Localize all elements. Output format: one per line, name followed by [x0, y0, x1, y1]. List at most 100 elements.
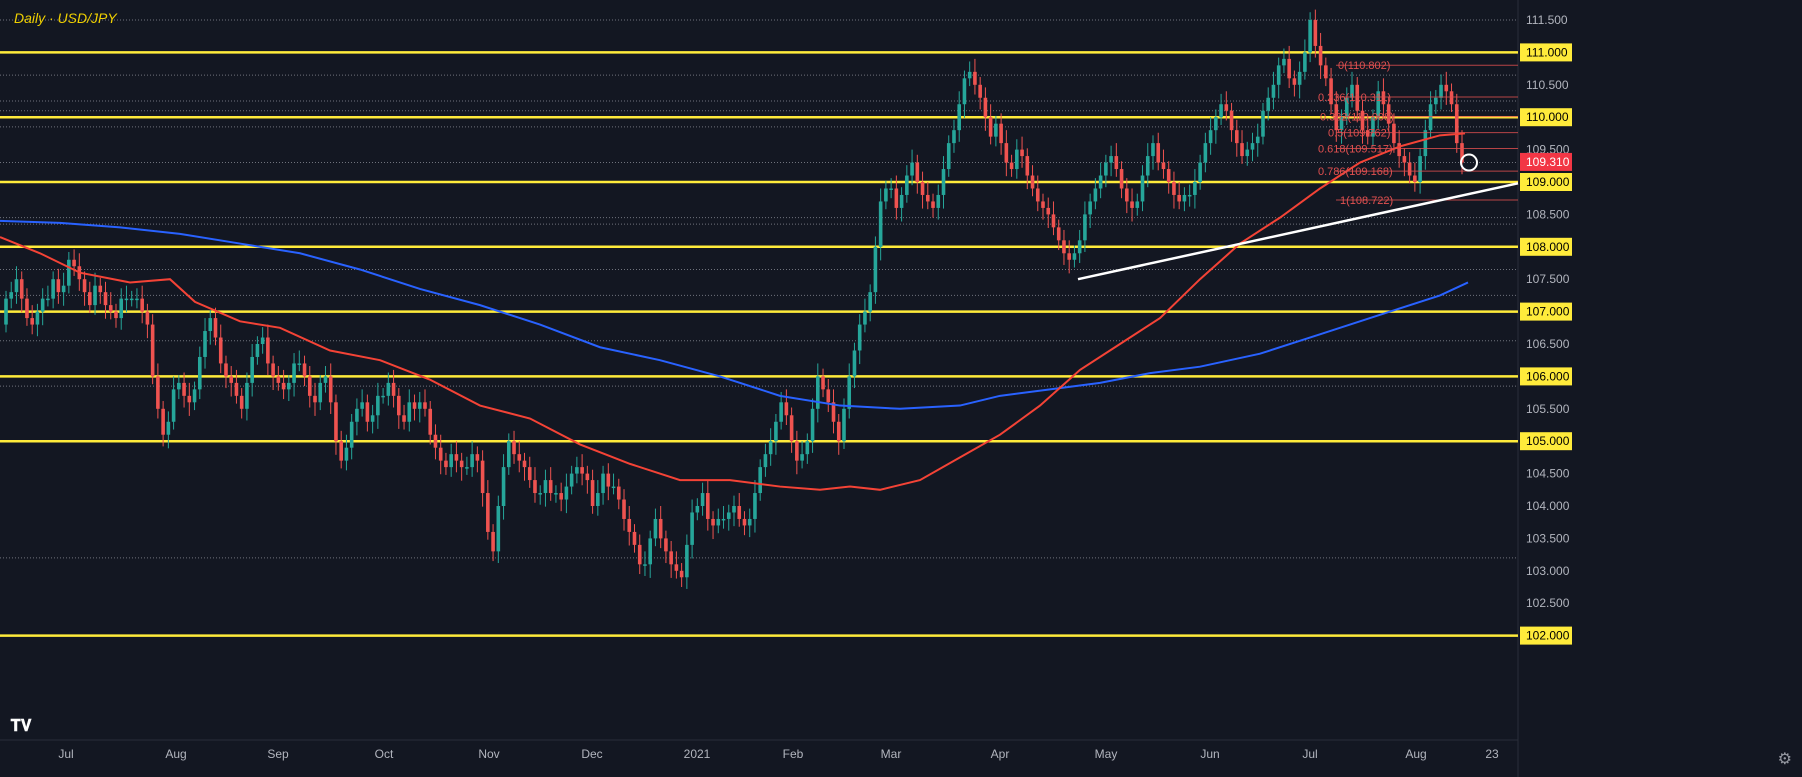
candle-body: [517, 454, 522, 461]
candle-body: [700, 493, 705, 506]
candle-body: [994, 123, 998, 137]
y-tick-label: 102.000: [1526, 629, 1570, 643]
candle-body: [1381, 91, 1386, 105]
candle-body: [690, 512, 694, 545]
candle-body: [145, 311, 150, 325]
candle-body: [789, 415, 794, 442]
y-tick-label: 103.500: [1526, 531, 1570, 545]
y-tick-label: 105.500: [1526, 402, 1570, 416]
x-tick-label: Apr: [991, 747, 1010, 761]
candle-body: [889, 188, 893, 190]
candle-body: [187, 395, 192, 403]
candle-body: [894, 188, 899, 208]
candle-body: [533, 480, 537, 494]
candle-body: [423, 402, 427, 409]
candle-body: [774, 421, 778, 442]
candle-body: [239, 395, 244, 409]
candle-body: [601, 473, 605, 494]
candle-body: [271, 363, 275, 377]
candle-body: [281, 382, 286, 390]
candle-body: [899, 194, 904, 208]
x-tick-label: Oct: [375, 747, 394, 761]
candle-body: [1334, 104, 1339, 131]
candle-body: [454, 454, 459, 461]
candle-body: [1287, 58, 1291, 79]
candle-body: [1203, 143, 1208, 163]
candle-body: [370, 415, 375, 422]
candle-body: [826, 389, 831, 403]
candle-body: [1229, 110, 1234, 131]
candle-body: [161, 408, 165, 435]
candle-body: [1386, 104, 1391, 124]
candle-body: [30, 318, 34, 325]
candle-body: [1020, 149, 1024, 157]
candle-body: [779, 402, 783, 422]
candle-body: [711, 518, 715, 526]
candle-body: [643, 564, 647, 566]
candle-body: [1434, 97, 1438, 105]
candle-body: [559, 493, 563, 500]
candle-body: [548, 480, 553, 494]
candle-body: [1418, 156, 1422, 182]
candle-body: [674, 564, 679, 571]
price-level-tag: [1520, 108, 1572, 127]
fib-level-label: 0.786(109.168): [1318, 166, 1393, 178]
tradingview-logo-icon[interactable]: 𝐓𝐕: [10, 718, 32, 735]
x-tick-label: Nov: [478, 747, 499, 761]
candle-body: [1224, 104, 1229, 111]
price-level-tag: [1520, 43, 1572, 62]
candle-body: [381, 395, 385, 398]
candle-body: [234, 382, 239, 396]
fib-level-label: 0.618(109.517): [1318, 143, 1393, 155]
candle-body: [93, 285, 97, 306]
candle-body: [1392, 123, 1396, 144]
candle-body: [627, 518, 632, 532]
candle-body: [1407, 162, 1412, 176]
candle-body: [1083, 214, 1087, 241]
candle-body: [1035, 188, 1040, 202]
candle-body: [9, 292, 14, 299]
candle-body: [402, 415, 406, 422]
candle-body: [1350, 84, 1354, 98]
candle-body: [192, 389, 197, 403]
candle-body: [114, 311, 118, 319]
candle-body: [171, 389, 176, 422]
candle-body: [522, 460, 527, 468]
candle-body: [87, 292, 92, 306]
candle-body: [946, 143, 951, 170]
candle-body: [763, 454, 768, 468]
candle-body: [213, 318, 218, 338]
price-level-tag: [1520, 237, 1572, 256]
candle-body: [857, 324, 862, 351]
candle-body: [46, 298, 50, 301]
candle-body: [1193, 182, 1197, 195]
y-tick-label: 110.000: [1526, 110, 1569, 124]
candle-body: [365, 402, 370, 422]
candle-body: [1088, 201, 1092, 215]
candle-body: [313, 395, 317, 403]
candle-body: [1292, 78, 1297, 85]
candle-body: [339, 441, 343, 461]
gear-icon[interactable]: ⚙: [1777, 751, 1792, 768]
y-tick-label: 104.500: [1526, 467, 1570, 481]
candle-body: [433, 434, 438, 448]
candle-body: [920, 182, 925, 195]
candle-body: [1025, 156, 1030, 176]
candle-body: [124, 298, 129, 301]
candle-body: [480, 460, 485, 494]
x-tick-label: Jun: [1200, 747, 1219, 761]
candle-body: [669, 551, 673, 565]
candle-body: [1297, 71, 1302, 85]
candle-body: [967, 71, 972, 79]
x-tick-label: 23: [1485, 747, 1499, 761]
candle-body: [1360, 110, 1365, 131]
candle-body: [229, 376, 234, 383]
candle-body: [554, 493, 558, 495]
candle-body: [496, 506, 501, 552]
candle-body: [108, 305, 113, 312]
candle-body: [1313, 20, 1318, 46]
candle-body: [56, 279, 61, 293]
candle-body: [873, 246, 878, 293]
